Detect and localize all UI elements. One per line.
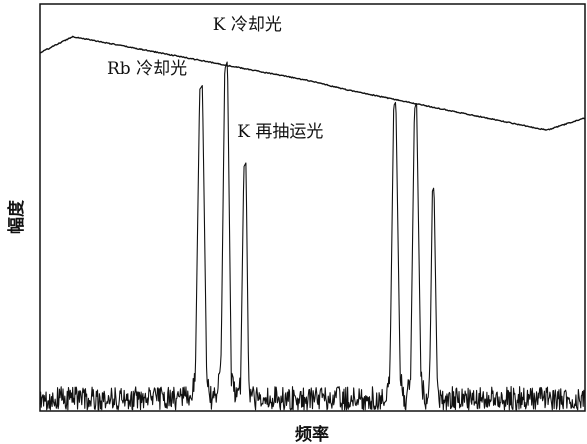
annotation-layer: K 冷却光 Rb 冷却光 K 再抽运光: [107, 15, 323, 142]
plot-frame: [39, 3, 586, 412]
series-line-spectrum: [39, 61, 586, 411]
y-axis-label: 幅度: [6, 199, 27, 234]
series-line-baseline-trace: [39, 35, 586, 131]
x-axis-label: 频率: [295, 424, 329, 444]
series-layer: [39, 35, 586, 411]
annotation-k-cooling: K 冷却光: [213, 15, 282, 35]
annotation-k-repump: K 再抽运光: [237, 122, 323, 142]
annotation-rb-cooling: Rb 冷却光: [107, 59, 187, 79]
